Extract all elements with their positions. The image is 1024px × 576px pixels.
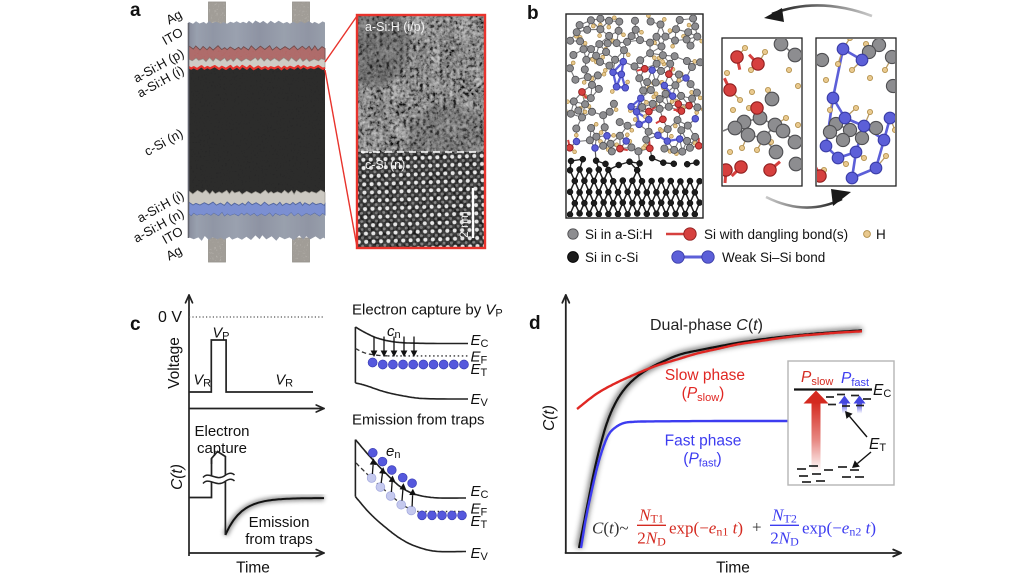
svg-text:C(t): C(t) [541, 405, 558, 431]
svg-text:Slow phase: Slow phase [665, 367, 745, 384]
svg-text:C(t): C(t) [169, 464, 186, 490]
svg-text:2ND: 2ND [637, 529, 666, 549]
svg-text:Emission from traps: Emission from traps [352, 412, 485, 429]
svg-text:Dual-phase C(t): Dual-phase C(t) [650, 317, 763, 334]
svg-text:c: c [130, 314, 141, 335]
svg-text:+: + [752, 518, 762, 537]
svg-text:Electron capture by VP: Electron capture by VP [352, 302, 503, 320]
svg-text:from traps: from traps [245, 531, 313, 548]
svg-text:a: a [130, 0, 141, 21]
svg-text:Fast phase: Fast phase [665, 433, 742, 450]
svg-text:Time: Time [716, 560, 750, 576]
svg-text:0 V: 0 V [158, 309, 182, 326]
svg-text:c-Si (n): c-Si (n) [365, 158, 405, 172]
svg-text:capture: capture [197, 440, 247, 457]
svg-text:C(t)~: C(t)~ [592, 519, 629, 538]
svg-text:a-Si:H (i/p): a-Si:H (i/p) [365, 20, 425, 34]
svg-text:Ag: Ag [163, 243, 184, 264]
svg-text:Si in c-Si: Si in c-Si [585, 250, 638, 265]
svg-text:Time: Time [236, 560, 270, 576]
svg-text:Si in a-Si:H: Si in a-Si:H [585, 227, 653, 242]
svg-text:H: H [876, 227, 886, 242]
svg-text:2 nm: 2 nm [457, 211, 471, 238]
svg-text:exp(−en1 t): exp(−en1 t) [669, 519, 743, 539]
svg-text:b: b [527, 3, 539, 24]
svg-text:NT1: NT1 [638, 506, 664, 526]
svg-text:Emission: Emission [249, 514, 310, 531]
svg-text:d: d [529, 313, 541, 334]
svg-text:Si with dangling bond(s): Si with dangling bond(s) [704, 227, 848, 242]
svg-text:Voltage: Voltage [166, 337, 183, 389]
svg-text:exp(−en2 t): exp(−en2 t) [802, 519, 876, 539]
svg-text:NT2: NT2 [771, 506, 797, 526]
svg-text:Electron: Electron [194, 423, 249, 440]
svg-text:Weak Si–Si bond: Weak Si–Si bond [722, 250, 825, 265]
svg-text:Ag: Ag [163, 7, 184, 28]
